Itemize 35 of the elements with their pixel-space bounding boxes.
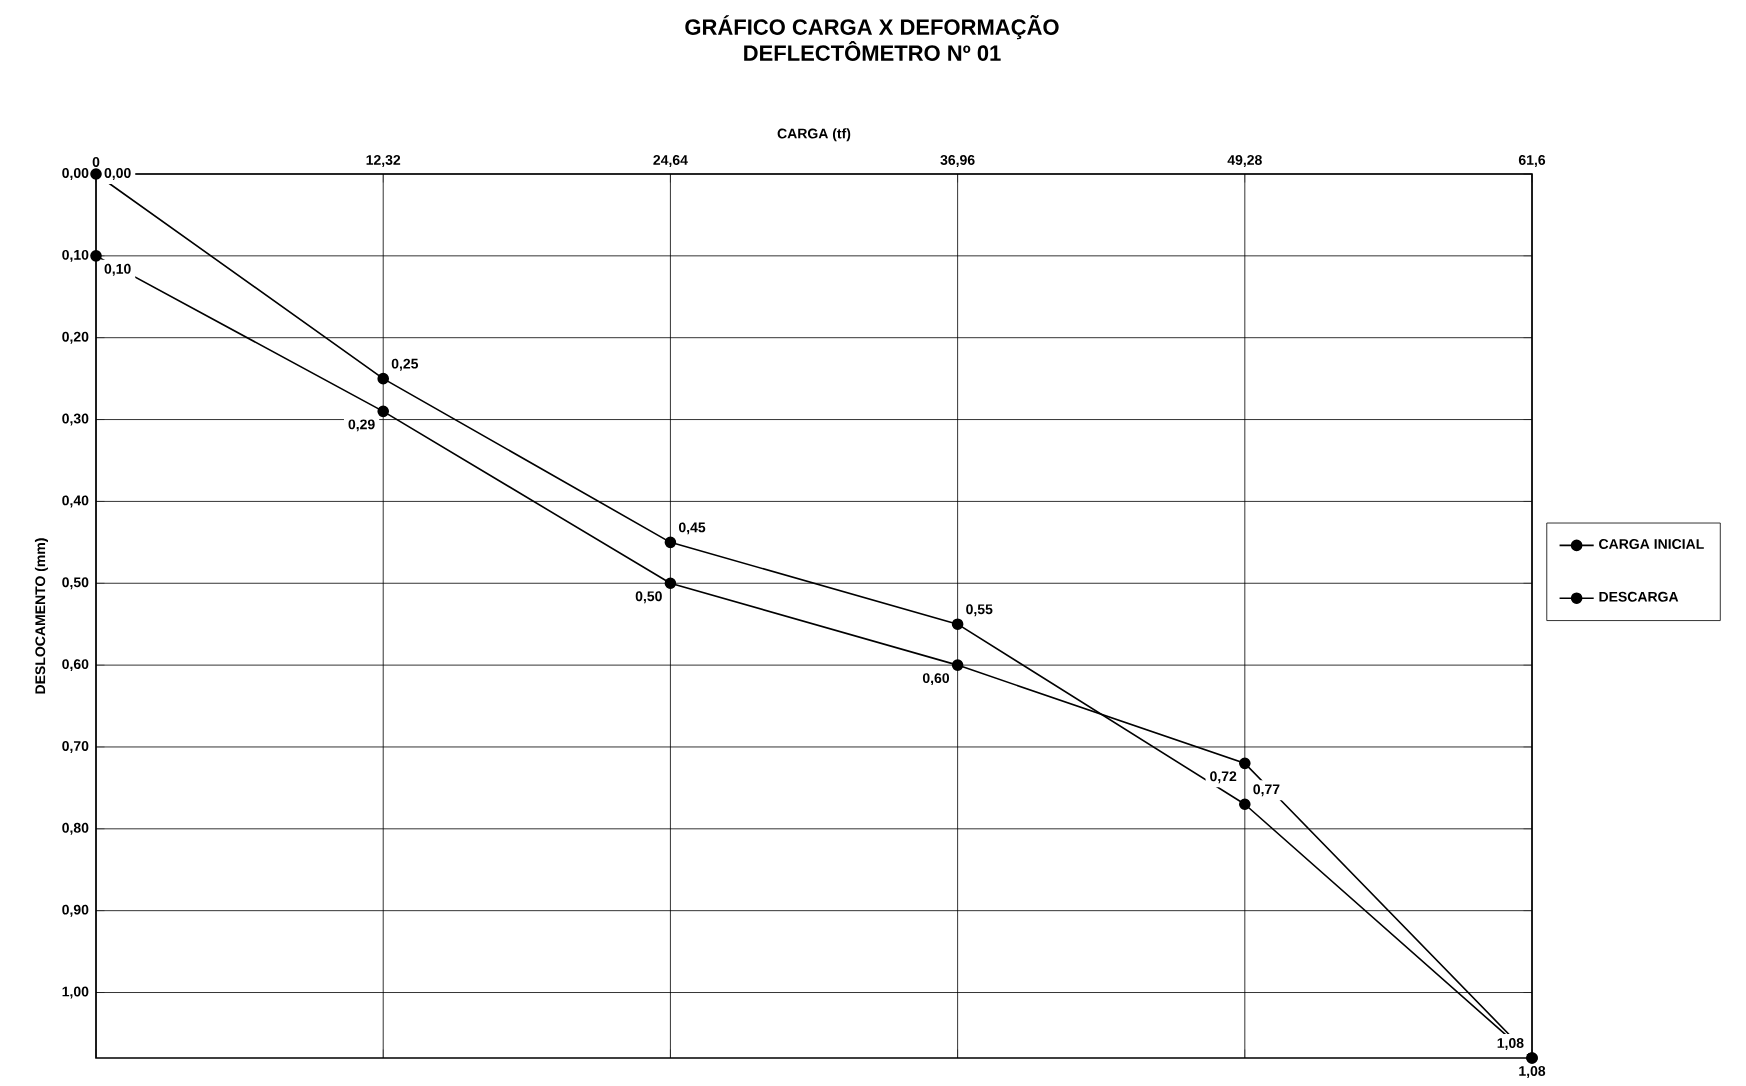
data-label: 1,08 [1519,1066,1546,1078]
chart-title: GRÁFICO CARGA X DEFORMAÇÃO [685,15,1059,40]
data-label: 1,08 [1497,1038,1524,1050]
data-label: 0,10 [104,263,131,276]
x-tick-label: 0 [92,157,100,167]
y-tick-label: 1,00 [62,986,89,999]
data-label: 0,72 [1210,771,1237,784]
data-label: 0,50 [635,591,662,604]
x-tick-label: 61,6 [1518,155,1546,167]
y-tick-label: 0,20 [62,331,89,344]
x-tick-label: 24,64 [653,155,688,167]
x-tick-label: 36,96 [940,155,975,167]
data-label: 0,25 [391,358,419,371]
data-label: 0,45 [678,522,706,535]
y-tick-label: 0,40 [62,495,89,508]
data-label: 0,77 [1253,784,1280,797]
y-tick-label: 0,30 [62,413,89,426]
x-tick-label: 12,32 [366,155,401,167]
x-axis-title: CARGA (tf) [777,128,851,142]
y-tick-label: 0,60 [62,659,89,672]
data-label: 0,55 [966,604,993,617]
y-axis-title: DESLOCAMENTO (mm) [34,538,48,694]
data-label: 0,60 [922,673,950,686]
y-tick-label: 0,80 [62,822,89,835]
data-label: 0,00 [104,168,131,180]
legend-label: DESCARGA [1599,591,1679,602]
data-label: 0,29 [348,419,375,432]
y-tick-label: 0,70 [62,741,89,753]
y-tick-label: 0,90 [62,904,89,917]
y-tick-label: 0,10 [62,249,89,262]
y-tick-label: 0,50 [62,577,89,590]
x-tick-label: 49,28 [1227,155,1262,167]
chart-subtitle: DEFLECTÔMETRO Nº 01 [744,40,1001,61]
legend-label: CARGA INICIAL [1599,539,1704,549]
y-tick-label: 0,00 [62,168,89,180]
